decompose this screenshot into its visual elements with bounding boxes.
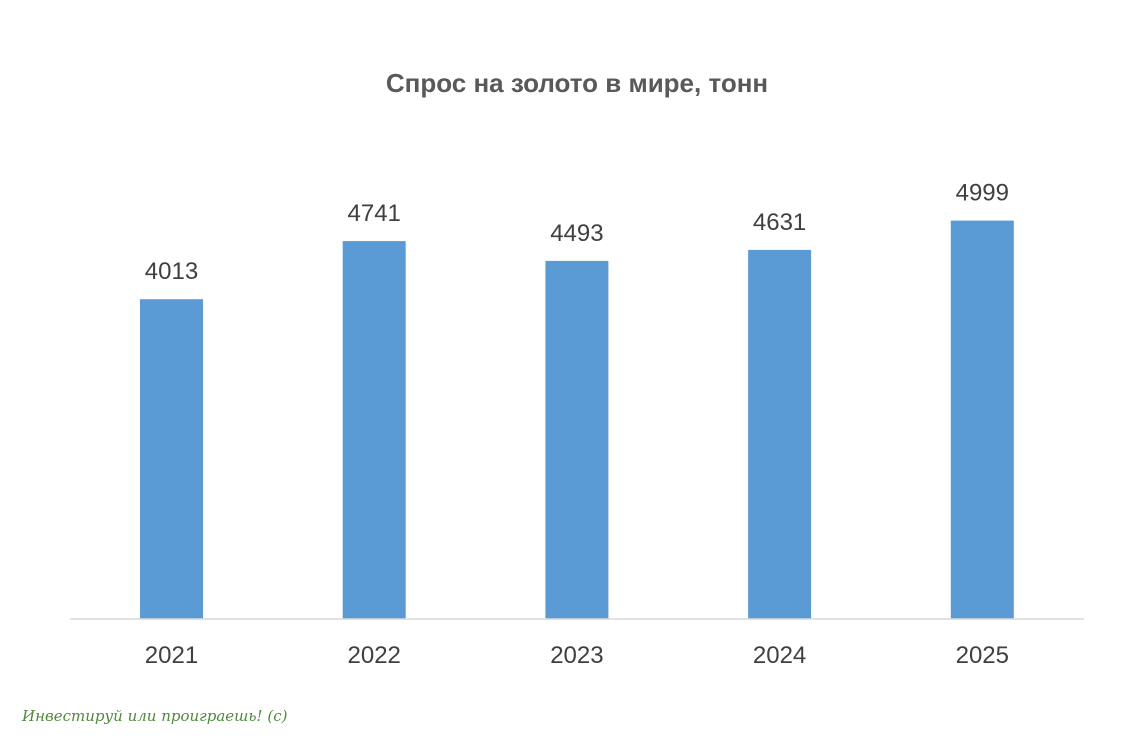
chart-title: Спрос на золото в мире, тонн: [386, 68, 768, 98]
x-tick-label-2023: 2023: [550, 642, 603, 669]
data-label-2022: 4741: [348, 200, 401, 227]
bar-2021: [140, 299, 203, 619]
x-tick-label-2024: 2024: [753, 642, 806, 669]
value-labels-group: 4013 4741 4493 4631 4999: [145, 180, 1009, 286]
x-tick-label-2025: 2025: [956, 642, 1009, 669]
bars-group: [140, 220, 1014, 619]
bar-2025: [950, 220, 1014, 619]
bar-2022: [342, 241, 406, 619]
bar-2023: [545, 260, 609, 619]
x-axis-tick-labels: 2021 2022 2023 2024 2025: [145, 642, 1009, 669]
data-label-2023: 4493: [550, 220, 603, 247]
data-label-2024: 4631: [753, 209, 806, 236]
data-label-2025: 4999: [956, 180, 1009, 207]
x-tick-label-2021: 2021: [145, 642, 198, 669]
data-label-2021: 4013: [145, 258, 198, 285]
bar-2024: [748, 249, 812, 619]
watermark-signature: Инвестируй или проиграешь! (с): [21, 707, 288, 725]
x-tick-label-2022: 2022: [348, 642, 401, 669]
